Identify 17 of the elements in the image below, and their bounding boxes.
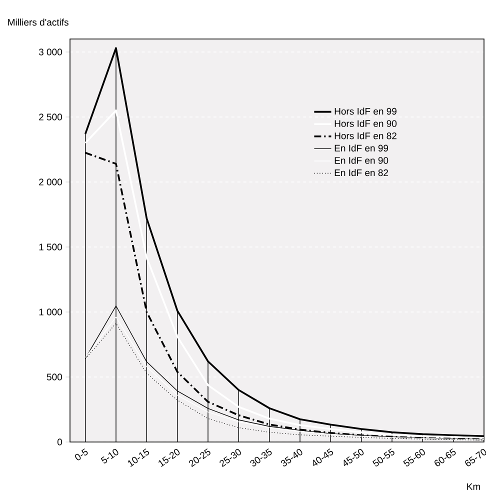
y-tick-label: 0	[57, 438, 62, 446]
y-tick-label: 1 500	[39, 244, 62, 250]
x-tick-label: 5-10	[100, 449, 118, 464]
legend-label: En IdF en 82	[334, 169, 388, 176]
y-tick-label: 500	[46, 374, 62, 380]
y-tick-label: 2 000	[39, 178, 62, 186]
legend-label: Hors IdF en 90	[334, 120, 397, 127]
x-axis-title: Km	[467, 483, 480, 490]
legend-label: En IdF en 90	[334, 156, 388, 164]
legend-label: Hors IdF en 99	[334, 108, 396, 115]
legend-label: En IdF en 99	[334, 144, 388, 152]
y-axis-title: Milliers d'actifs	[8, 18, 68, 26]
y-tick-label: 2 500	[39, 114, 62, 120]
legend-label: Hors IdF en 82	[334, 132, 396, 140]
y-tick-label: 1 000	[39, 308, 62, 316]
x-tick-label: 0-5	[75, 448, 88, 460]
y-tick-label: 3 000	[38, 48, 62, 56]
